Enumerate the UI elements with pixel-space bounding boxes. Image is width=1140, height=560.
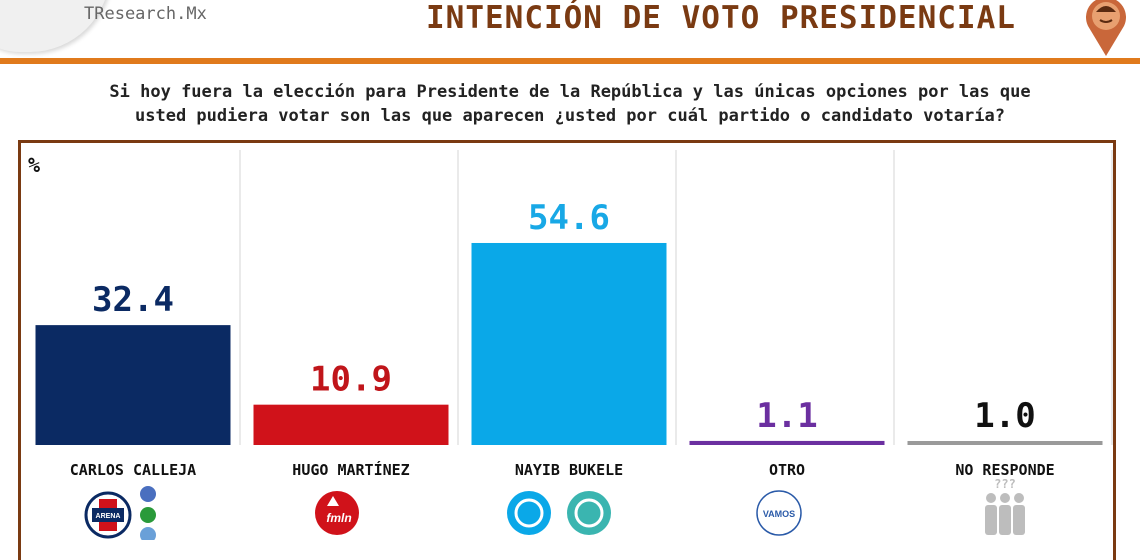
logo-label: TResearch.Mx — [84, 4, 207, 24]
people-icon-body — [999, 505, 1011, 535]
pin-avatar-icon — [1086, 0, 1126, 56]
logo-text: TResearch.Mx — [84, 4, 207, 24]
gana-logo-ring — [514, 498, 544, 528]
category-label: CARLOS CALLEJA — [70, 461, 196, 479]
data-label: 54.6 — [528, 198, 610, 238]
people-icon-body — [985, 505, 997, 535]
coalition-logo-3 — [140, 527, 156, 540]
data-label: 32.4 — [92, 280, 174, 320]
people-icon-body — [1013, 505, 1025, 535]
question-marks-icon: ??? — [994, 477, 1016, 491]
survey-question: Si hoy fuera la elección para Presidente… — [20, 80, 1120, 128]
data-label: 1.1 — [756, 396, 817, 436]
nuevas-ideas-logo-ring — [574, 498, 604, 528]
vamos-logo — [756, 490, 802, 536]
bar — [907, 441, 1103, 445]
category-label: OTRO — [769, 461, 805, 479]
question-line-2: usted pudiera votar son las que aparecen… — [135, 106, 1005, 126]
people-icon-head — [1014, 493, 1024, 503]
people-icon-head — [986, 493, 996, 503]
header-divider — [0, 58, 1140, 64]
gana-logo — [507, 491, 551, 535]
fmln-logo — [315, 491, 359, 535]
coalition-logo-1 — [140, 486, 156, 502]
bar-chart: % 32.4 CARLOS CALLEJA 10.9 HUGO MARTÍNEZ 54.6… — [28, 150, 1113, 540]
category-label: NO RESPONDE — [955, 461, 1054, 479]
bar — [471, 242, 667, 445]
arena-logo-band — [92, 508, 124, 522]
people-icon-head — [1000, 493, 1010, 503]
coalition-logo-2 — [140, 507, 156, 523]
category-label: NAYIB BUKELE — [515, 461, 623, 479]
question-line-1: Si hoy fuera la elección para Presidente… — [109, 82, 1031, 102]
data-label: 1.0 — [974, 396, 1035, 436]
vamos-logo-text: VAMOS — [763, 509, 795, 519]
header: TResearch.Mx INTENCIÓN DE VOTO PRESIDENC… — [0, 0, 1140, 64]
bar — [689, 440, 885, 445]
chart-frame — [18, 140, 1116, 560]
y-axis-label: % — [28, 153, 40, 177]
fmln-star-icon — [327, 496, 339, 506]
bar — [35, 325, 231, 445]
page-title: INTENCIÓN DE VOTO PRESIDENCIAL — [426, 0, 1016, 36]
fmln-logo-text: fmln — [326, 511, 351, 525]
category-label: HUGO MARTÍNEZ — [292, 460, 409, 479]
bar — [253, 404, 449, 445]
data-label: 10.9 — [310, 360, 392, 400]
arena-logo-text: ARENA — [96, 513, 121, 520]
nuevas-ideas-logo — [567, 491, 611, 535]
